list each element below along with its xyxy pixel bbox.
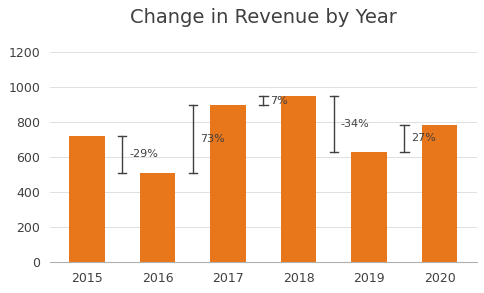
Bar (69, 136, 105, 262)
Bar (421, 125, 456, 262)
Bar (210, 105, 245, 262)
Text: 27%: 27% (410, 133, 436, 143)
Bar (351, 152, 386, 262)
Bar (139, 173, 175, 262)
Bar (280, 96, 316, 262)
Text: -29%: -29% (129, 149, 158, 159)
Title: Change in Revenue by Year: Change in Revenue by Year (130, 8, 396, 27)
Text: 7%: 7% (270, 96, 287, 105)
Text: -34%: -34% (340, 119, 369, 129)
Text: 73%: 73% (199, 134, 224, 144)
